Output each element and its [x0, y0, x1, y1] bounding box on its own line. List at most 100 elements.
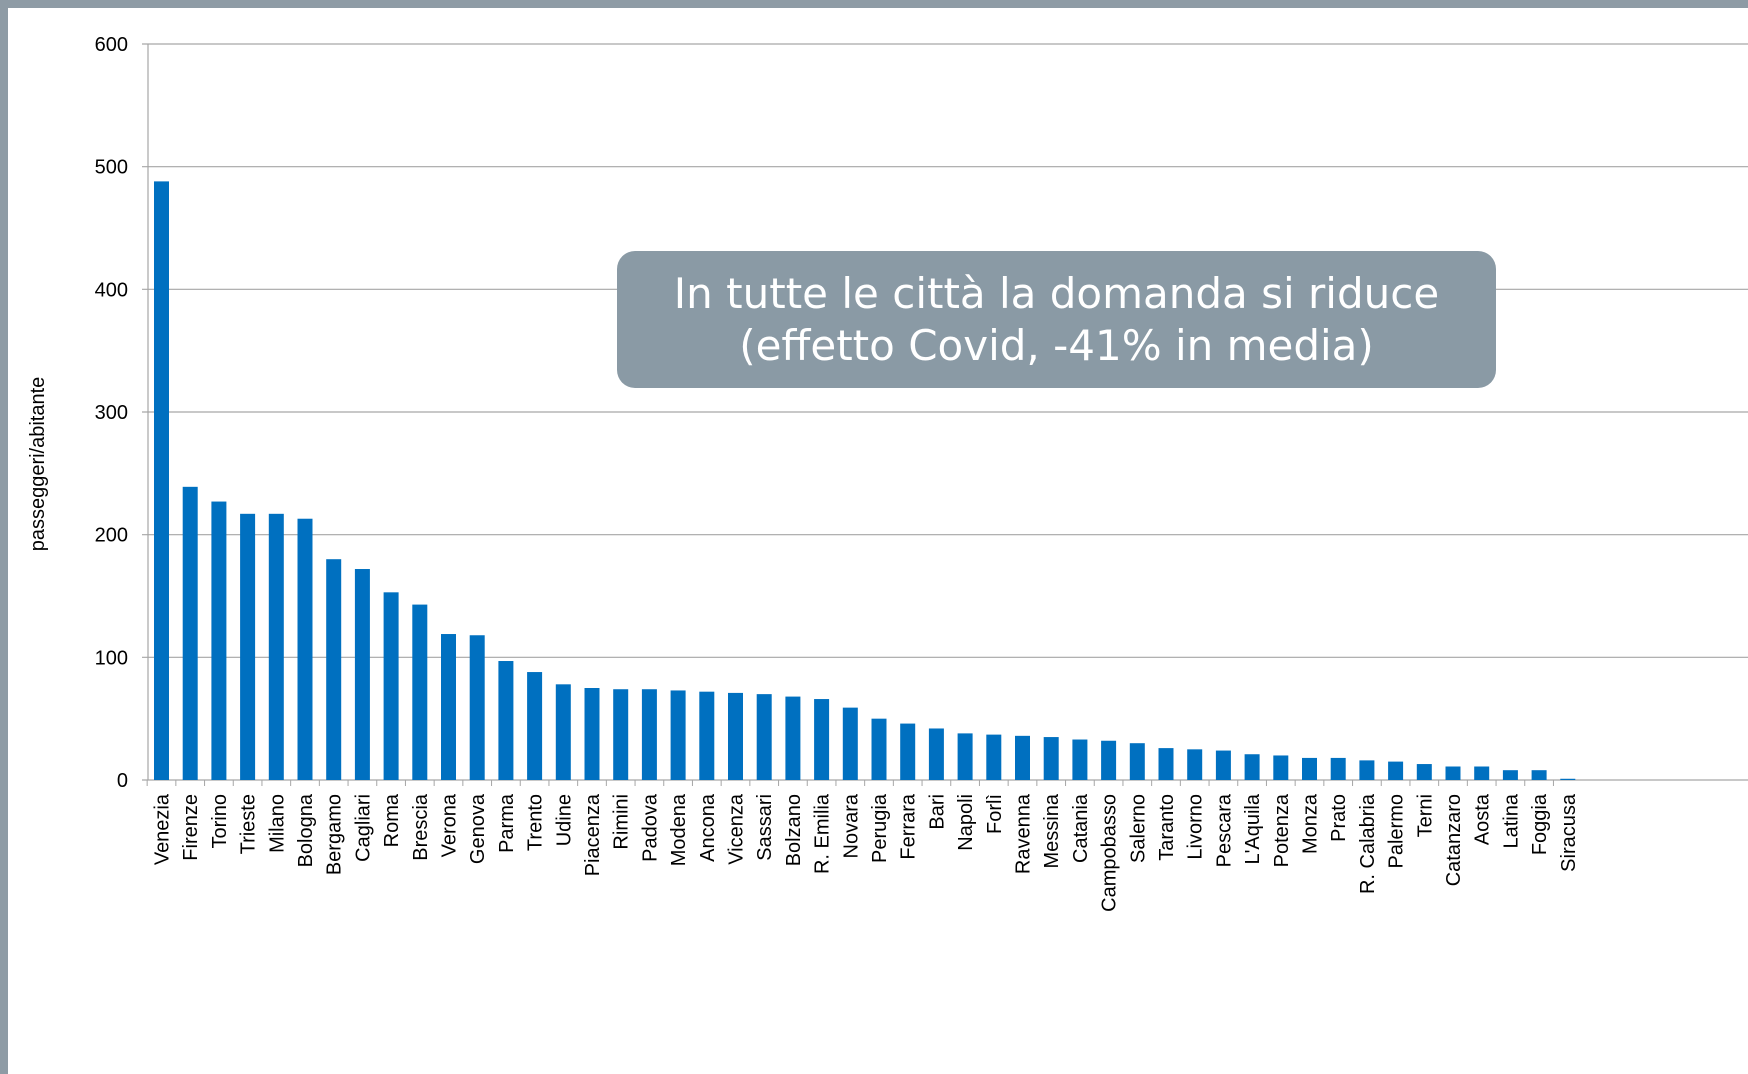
y-tick-label: 0	[117, 770, 128, 792]
bar	[326, 559, 341, 780]
bar	[699, 692, 714, 780]
x-tick-label: Aosta	[1472, 793, 1494, 845]
bar	[1101, 741, 1116, 780]
bar	[872, 719, 887, 780]
bar	[1474, 767, 1489, 780]
callout-line-1: In tutte le città la domanda si riduce	[674, 268, 1439, 320]
x-tick-label: Bolzano	[783, 794, 805, 866]
bar	[1245, 754, 1260, 780]
x-tick-label: Ancona	[697, 793, 719, 862]
x-tick-labels: Venezia Firenze Torino Trieste Milano Bologna…	[147, 780, 1580, 912]
x-tick-label: Milano	[266, 794, 288, 853]
x-tick-label: Padova	[639, 793, 661, 862]
x-tick-label: Palermo	[1386, 794, 1408, 868]
y-tick-label: 500	[95, 157, 128, 179]
bar	[1216, 751, 1231, 780]
x-tick-label: Ravenna	[1013, 793, 1035, 874]
x-tick-label: Cagliari	[352, 794, 374, 862]
bar	[527, 672, 542, 780]
bar	[1446, 767, 1461, 780]
x-tick-label: Novara	[840, 793, 862, 858]
x-tick-label: Foggia	[1529, 793, 1551, 855]
bar	[671, 690, 686, 780]
bar	[1130, 743, 1145, 780]
x-tick-label: Napoli	[955, 794, 977, 851]
x-tick-label: Forlì	[984, 794, 1006, 834]
x-tick-label: Terni	[1414, 794, 1436, 837]
bar	[154, 181, 169, 780]
x-tick-label: Trento	[525, 794, 547, 851]
x-tick-label: Livorno	[1185, 794, 1207, 860]
bar	[298, 519, 313, 780]
x-tick-label: Modena	[668, 793, 690, 866]
bar	[355, 569, 370, 780]
x-tick-label: Perugia	[869, 793, 891, 863]
x-tick-label: Latina	[1500, 793, 1522, 848]
x-tick-label: Piacenza	[582, 793, 604, 876]
y-tick-label: 100	[95, 647, 128, 669]
bar	[1273, 755, 1288, 780]
bar	[384, 592, 399, 780]
bar	[1503, 770, 1518, 780]
x-tick-label: Bergamo	[324, 794, 346, 875]
bar	[498, 661, 513, 780]
x-tick-label: R. Emilia	[812, 793, 834, 874]
bar	[412, 605, 427, 780]
x-tick-label: Monza	[1300, 793, 1322, 854]
x-tick-label: Rimini	[611, 794, 633, 850]
bar	[958, 733, 973, 780]
bar	[843, 708, 858, 780]
y-tick-label: 600	[95, 34, 128, 56]
bar	[1359, 760, 1374, 780]
bar	[1044, 737, 1059, 780]
x-tick-label: Trieste	[238, 794, 260, 854]
bar	[1159, 748, 1174, 780]
x-tick-label: Vicenza	[726, 793, 748, 865]
x-tick-label: Salerno	[1127, 794, 1149, 863]
x-tick-label: Bari	[926, 794, 948, 830]
bar	[211, 502, 226, 780]
bar	[757, 694, 772, 780]
x-tick-label: Brescia	[410, 793, 432, 861]
bar	[240, 514, 255, 780]
x-tick-label: Potenza	[1271, 793, 1293, 867]
bar	[1015, 736, 1030, 780]
x-tick-label: Venezia	[152, 793, 174, 865]
bar	[556, 684, 571, 780]
bar	[1331, 758, 1346, 780]
x-tick-label: Bologna	[295, 793, 317, 867]
bar-chart: 0 100 200 300 400 500 600 Venezia Firenze Torino…	[8, 8, 1748, 1074]
bar	[470, 635, 485, 780]
x-tick-label: Siracusa	[1558, 793, 1580, 872]
bar	[1388, 762, 1403, 780]
x-tick-label: Torino	[209, 794, 231, 848]
bar	[814, 699, 829, 780]
x-tick-label: Pescara	[1213, 793, 1235, 867]
bar	[986, 735, 1001, 780]
slide-panel: 0 100 200 300 400 500 600 Venezia Firenze Torino…	[8, 8, 1748, 1074]
y-tick-label: 300	[95, 402, 128, 424]
bar	[642, 689, 657, 780]
x-tick-label: Taranto	[1156, 794, 1178, 861]
bar	[1187, 749, 1202, 780]
bar	[929, 728, 944, 780]
bar	[1417, 764, 1432, 780]
callout-box: In tutte le città la domanda si riduce (…	[617, 251, 1496, 388]
bar	[1302, 758, 1317, 780]
gridlines	[142, 44, 1748, 780]
bar	[900, 724, 915, 780]
bar	[1560, 779, 1575, 780]
y-tick-labels: 0 100 200 300 400 500 600	[95, 34, 128, 792]
callout-line-2: (effetto Covid, -41% in media)	[739, 320, 1374, 372]
x-tick-label: Sassari	[754, 794, 776, 861]
y-tick-label: 200	[95, 525, 128, 547]
x-tick-label: Messina	[1041, 793, 1063, 868]
bar	[269, 514, 284, 780]
x-tick-label: Genova	[467, 793, 489, 864]
bar	[441, 634, 456, 780]
bar	[183, 487, 198, 780]
x-tick-label: Udine	[553, 794, 575, 846]
x-tick-label: Catania	[1070, 793, 1092, 863]
x-tick-label: Campobasso	[1099, 794, 1121, 912]
bar	[728, 693, 743, 780]
